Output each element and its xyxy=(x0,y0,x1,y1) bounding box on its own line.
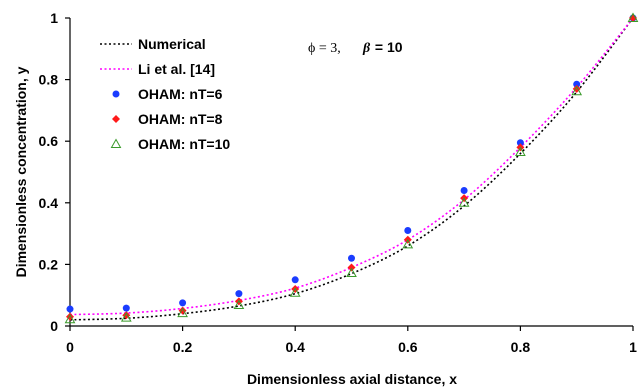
legend-item: OHAM: nT=6 xyxy=(112,86,223,102)
x-tick-label: 0 xyxy=(66,339,74,355)
data-point xyxy=(177,307,188,318)
legend-label: OHAM: nT=8 xyxy=(138,111,223,127)
series-layer xyxy=(64,12,639,324)
series-line xyxy=(69,17,634,316)
legend-item: OHAM: nT=8 xyxy=(112,111,223,127)
data-point xyxy=(627,12,639,22)
y-tick-label: 0.2 xyxy=(39,256,59,272)
series-line xyxy=(69,17,634,321)
data-point xyxy=(347,263,356,272)
data-point xyxy=(404,227,412,235)
data-point xyxy=(291,276,299,284)
data-point xyxy=(179,299,187,307)
parameter-annotation: ϕ = 3, β = 10 xyxy=(308,39,403,56)
legend-label: Li et al. [14] xyxy=(138,61,215,77)
legend-item: OHAM: nT=10 xyxy=(110,136,230,152)
data-point xyxy=(122,304,130,312)
y-tick-label: 0.8 xyxy=(39,72,59,88)
legend-swatch xyxy=(112,115,120,123)
legend: Numerical Li et al. [14] OHAM: nT=6 OHAM: n… xyxy=(100,36,230,152)
data-point xyxy=(120,312,132,322)
series-oham-nt-10 xyxy=(64,12,639,324)
y-tick-label: 0.4 xyxy=(39,195,59,211)
series-oham-nt-8 xyxy=(66,14,637,321)
data-point xyxy=(233,299,245,310)
legend-label: OHAM: nT=10 xyxy=(138,136,230,152)
annotation-phi: ϕ = 3, xyxy=(308,41,341,56)
x-tick-label: 0.2 xyxy=(173,339,193,355)
y-tick-label: 0.6 xyxy=(39,133,59,149)
legend-item: Numerical xyxy=(100,36,206,52)
x-tick-label: 1 xyxy=(629,339,637,355)
annotation-beta-symbol: β xyxy=(362,41,371,56)
x-tick-label: 0.8 xyxy=(511,339,531,355)
y-axis-title: Dimensionless concentration, y xyxy=(13,66,29,277)
data-point xyxy=(573,80,581,88)
series-li-et-al-14 xyxy=(69,17,634,316)
x-axis-title: Dimensionless axial distance, x xyxy=(247,371,457,387)
legend-item: Li et al. [14] xyxy=(100,61,215,77)
legend-label: OHAM: nT=6 xyxy=(138,86,223,102)
data-point xyxy=(629,14,637,22)
legend-swatch xyxy=(110,138,122,148)
data-point xyxy=(346,267,357,278)
data-point xyxy=(515,146,526,156)
data-point xyxy=(402,238,414,249)
data-point xyxy=(460,186,468,194)
y-tick-label: 1 xyxy=(50,10,58,26)
x-axis-ticks: 0 0.2 0.4 0.6 0.8 1 xyxy=(66,326,637,355)
data-point xyxy=(348,254,355,262)
y-axis-ticks: 0 0.2 0.4 0.6 0.8 1 xyxy=(39,10,70,334)
data-point xyxy=(516,139,524,147)
data-point xyxy=(289,287,301,297)
data-point xyxy=(235,290,243,298)
annotation-beta-value: = 10 xyxy=(371,39,403,55)
x-tick-label: 0.6 xyxy=(398,339,418,355)
x-tick-label: 0.4 xyxy=(285,339,305,355)
legend-swatch xyxy=(112,90,120,98)
data-point xyxy=(66,305,74,313)
data-point xyxy=(571,85,583,96)
legend-label: Numerical xyxy=(138,36,206,52)
series-numerical xyxy=(69,17,634,321)
y-tick-label: 0 xyxy=(50,318,58,334)
data-point xyxy=(458,197,470,207)
data-point xyxy=(64,313,76,324)
